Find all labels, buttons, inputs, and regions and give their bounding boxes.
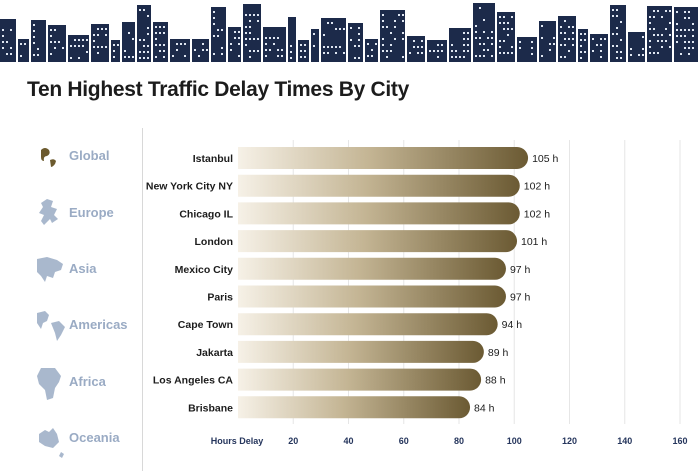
bar (238, 285, 506, 308)
category-label: New York City NY (146, 181, 233, 193)
skyline-building (674, 7, 698, 62)
region-tab-africa[interactable]: Africa (27, 354, 142, 410)
x-tick-label: 120 (562, 436, 577, 446)
x-axis-label: Hours Delay (211, 436, 264, 446)
region-tab-oceania[interactable]: Oceania (27, 410, 142, 466)
value-label: 102 h (524, 208, 550, 220)
category-label: Paris (207, 292, 233, 304)
category-label: Cape Town (178, 319, 233, 331)
bar (238, 257, 506, 280)
category-label: Los Angeles CA (153, 375, 234, 387)
category-label: Istanbul (193, 153, 233, 165)
x-tick-label: 20 (288, 436, 298, 446)
skyline-building (497, 12, 515, 62)
skyline-building (380, 10, 405, 62)
bar (238, 313, 498, 336)
region-tab-europe[interactable]: Europe (27, 185, 142, 241)
x-tick-label: 80 (454, 436, 464, 446)
bar (238, 230, 518, 253)
africa-map-icon (37, 368, 61, 400)
skyline-building (137, 5, 151, 62)
skyline-building (558, 16, 576, 62)
region-sidebar: Global Europe Asia Americas Africa Ocean… (27, 128, 142, 471)
category-label: London (195, 236, 233, 248)
region-tab-asia[interactable]: Asia (27, 241, 142, 297)
category-label: Jakarta (196, 347, 233, 359)
city-skyline-banner (0, 3, 698, 62)
skyline-building (647, 6, 672, 62)
value-label: 97 h (510, 292, 531, 304)
bar (238, 202, 520, 225)
value-label: 94 h (502, 319, 523, 331)
value-label: 105 h (532, 153, 558, 165)
region-tab-global[interactable]: Global (27, 128, 142, 184)
skyline-building (243, 4, 261, 62)
value-label: 88 h (485, 375, 506, 387)
skyline-building (48, 25, 66, 62)
x-tick-label: 60 (399, 436, 409, 446)
category-label: Brisbane (188, 402, 233, 414)
bar (238, 147, 529, 169)
skyline-building (449, 28, 471, 62)
region-tab-label: Europe (69, 205, 114, 220)
skyline-building (590, 34, 608, 62)
skyline-building (228, 27, 241, 62)
bar (238, 340, 484, 363)
bar (238, 174, 520, 197)
skyline-building (91, 24, 109, 62)
bar (238, 396, 471, 419)
value-label: 89 h (488, 347, 509, 359)
chart-title: Ten Highest Traffic Delay Times By City (27, 78, 409, 101)
skyline-building (18, 39, 29, 62)
skyline-building (111, 40, 120, 62)
x-tick-label: 100 (507, 436, 522, 446)
skyline-building (68, 35, 89, 62)
x-tick-label: 40 (343, 436, 353, 446)
bar (238, 368, 482, 391)
region-tab-label: Asia (69, 261, 97, 276)
value-label: 97 h (510, 264, 531, 276)
oceania-map-icon (39, 428, 64, 458)
skyline-building (517, 37, 537, 62)
region-tab-label: Oceania (69, 430, 120, 445)
region-tab-label: Global (69, 148, 110, 163)
category-label: Chicago IL (179, 208, 233, 220)
skyline-building (628, 32, 645, 62)
skyline-building (407, 36, 425, 62)
americas-map-icon (37, 311, 65, 341)
skyline-building (288, 17, 296, 62)
x-tick-label: 160 (672, 436, 687, 446)
region-tab-label: Americas (69, 317, 128, 332)
asia-map-icon (37, 257, 63, 282)
value-label: 101 h (521, 236, 547, 248)
category-label: Mexico City (175, 264, 234, 276)
region-tab-americas[interactable]: Americas (27, 297, 142, 353)
europe-map-icon (39, 199, 58, 225)
value-label: 102 h (524, 181, 550, 193)
skyline-building (321, 18, 346, 62)
value-label: 84 h (474, 402, 495, 414)
sidebar-divider (142, 128, 143, 471)
skyline-building (192, 39, 209, 62)
skyline-building (578, 29, 588, 62)
globe-icon (35, 144, 59, 168)
x-tick-label: 140 (617, 436, 632, 446)
region-tab-label: Africa (69, 374, 106, 389)
skyline-building (539, 21, 556, 62)
skyline-building (348, 23, 363, 62)
skyline-building (298, 40, 309, 62)
